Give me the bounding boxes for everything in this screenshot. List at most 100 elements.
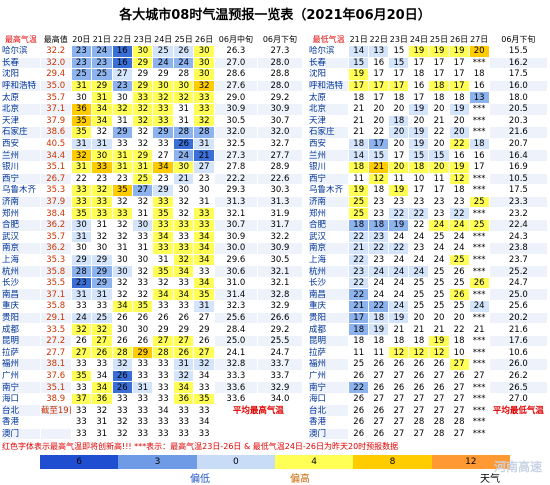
- day-value: 18: [388, 334, 410, 348]
- late-avg: 33.7: [256, 369, 304, 383]
- day-value: 26: [348, 369, 370, 383]
- late-avg: 28.0: [256, 56, 304, 70]
- day-value: 33: [70, 300, 93, 313]
- legend-swatch: 12: [431, 455, 510, 469]
- day-value: 23: [111, 79, 134, 93]
- day-value: 10: [408, 172, 430, 186]
- max-value: 38.9: [39, 392, 72, 406]
- row: 重庆 21 22 24 25 25 25 24 25.6: [307, 300, 549, 313]
- day-value: 32: [91, 230, 113, 244]
- max-value: 37.9: [39, 114, 72, 128]
- day-value: 25: [448, 300, 470, 313]
- late-avg: 34.0: [256, 392, 304, 406]
- day-value: 23: [368, 230, 390, 244]
- day-value: ***: [468, 381, 490, 394]
- header-cell: 21日: [349, 35, 368, 44]
- late-avg: 27.0: [488, 392, 549, 406]
- day-value: 10: [448, 346, 470, 360]
- late-avg: 30.9: [256, 242, 304, 255]
- day-value: 29: [131, 149, 154, 162]
- city: 上海: [307, 253, 350, 267]
- day-value: 26: [111, 311, 134, 325]
- day-value: 31: [111, 242, 134, 255]
- late-avg: 31.3: [256, 195, 304, 209]
- day-value: 33: [70, 427, 93, 441]
- header-cell: 26日: [195, 35, 214, 44]
- day-value: 29: [91, 79, 113, 93]
- day-value: 26: [111, 334, 134, 348]
- day-value: 28: [70, 265, 93, 278]
- empty-cell: [213, 416, 304, 429]
- day-value: 37: [70, 392, 93, 406]
- row: 天津 21 20 18 20 21 20 *** 20.3: [307, 114, 549, 128]
- day-value: 19: [408, 45, 430, 58]
- late-avg: 20.3: [488, 114, 549, 128]
- late-avg: 33.7: [256, 358, 304, 371]
- day-value: 25: [428, 300, 450, 313]
- row: 武汉 22 23 24 24 25 24 *** 24.3: [307, 230, 549, 244]
- day-value: 32: [131, 265, 154, 278]
- max-value: 27.2: [39, 334, 72, 348]
- day-value: 26: [428, 381, 450, 394]
- day-value: 32: [111, 195, 134, 209]
- day-value: 23: [348, 265, 370, 278]
- mid-avg: 32.8: [213, 358, 258, 371]
- city: 杭州: [307, 265, 350, 278]
- day-value: 33: [172, 242, 195, 255]
- day-value: 11: [348, 172, 370, 186]
- day-value: 29: [91, 276, 113, 290]
- day-value: 19: [428, 334, 450, 348]
- max-value: 35.7: [39, 230, 72, 244]
- day-value: 20: [388, 126, 410, 139]
- mid-avg: 31.0: [213, 276, 258, 290]
- day-value: 25: [131, 172, 154, 186]
- header-cell: 24日: [409, 35, 429, 44]
- day-value: 34: [172, 381, 195, 394]
- day-value: 33: [111, 137, 134, 151]
- day-value: 31: [111, 160, 134, 174]
- day-value: 26: [348, 392, 370, 406]
- day-value: 33: [172, 300, 195, 313]
- row: 拉萨 11 11 12 12 12 10 *** 10.6: [307, 346, 549, 360]
- day-value: 27: [408, 427, 430, 441]
- day-value: 19: [368, 323, 390, 336]
- city: 武汉: [1, 230, 41, 244]
- day-value: 34: [91, 381, 113, 394]
- day-value: 30: [111, 265, 134, 278]
- row: 西宁 11 12 11 10 11 12 *** 10.5: [307, 172, 549, 186]
- day-value: 11: [388, 172, 410, 186]
- day-value: 32: [111, 102, 134, 116]
- day-value: 31: [70, 288, 93, 302]
- day-value: 27: [152, 334, 174, 348]
- day-value: 18: [408, 334, 430, 348]
- city: 福州: [1, 358, 41, 371]
- day-value: 18: [468, 68, 490, 81]
- legend-swatch: 4: [274, 455, 354, 469]
- day-value: 19: [428, 45, 450, 58]
- day-value: 28: [172, 68, 195, 81]
- empty-cell: [488, 416, 549, 429]
- city: 天津: [1, 114, 41, 128]
- row: 贵阳 17 18 19 20 20 20 *** 20.2: [307, 311, 549, 325]
- day-value: ***: [468, 346, 490, 360]
- day-value: 26: [348, 404, 370, 417]
- city: 台北: [1, 404, 41, 417]
- city: 南京: [1, 242, 41, 255]
- day-value: 20: [428, 311, 450, 325]
- day-value: 33: [152, 218, 174, 232]
- day-value: 29: [91, 265, 113, 278]
- day-value: 20: [408, 311, 430, 325]
- late-avg: 20.5: [488, 102, 549, 116]
- day-value: 26: [70, 334, 93, 348]
- day-value: 35: [70, 369, 93, 383]
- city: 杭州: [1, 265, 41, 278]
- day-value: 32: [111, 416, 134, 429]
- day-value: 33: [111, 404, 134, 417]
- day-value: 33: [91, 195, 113, 209]
- city: 澳门: [1, 427, 41, 441]
- city: 郑州: [1, 207, 41, 220]
- max-value: 35.1: [39, 160, 72, 174]
- mid-avg: 30.5: [213, 114, 258, 128]
- max-value: 40.5: [39, 137, 72, 151]
- max-value: 截至19日: [39, 404, 72, 417]
